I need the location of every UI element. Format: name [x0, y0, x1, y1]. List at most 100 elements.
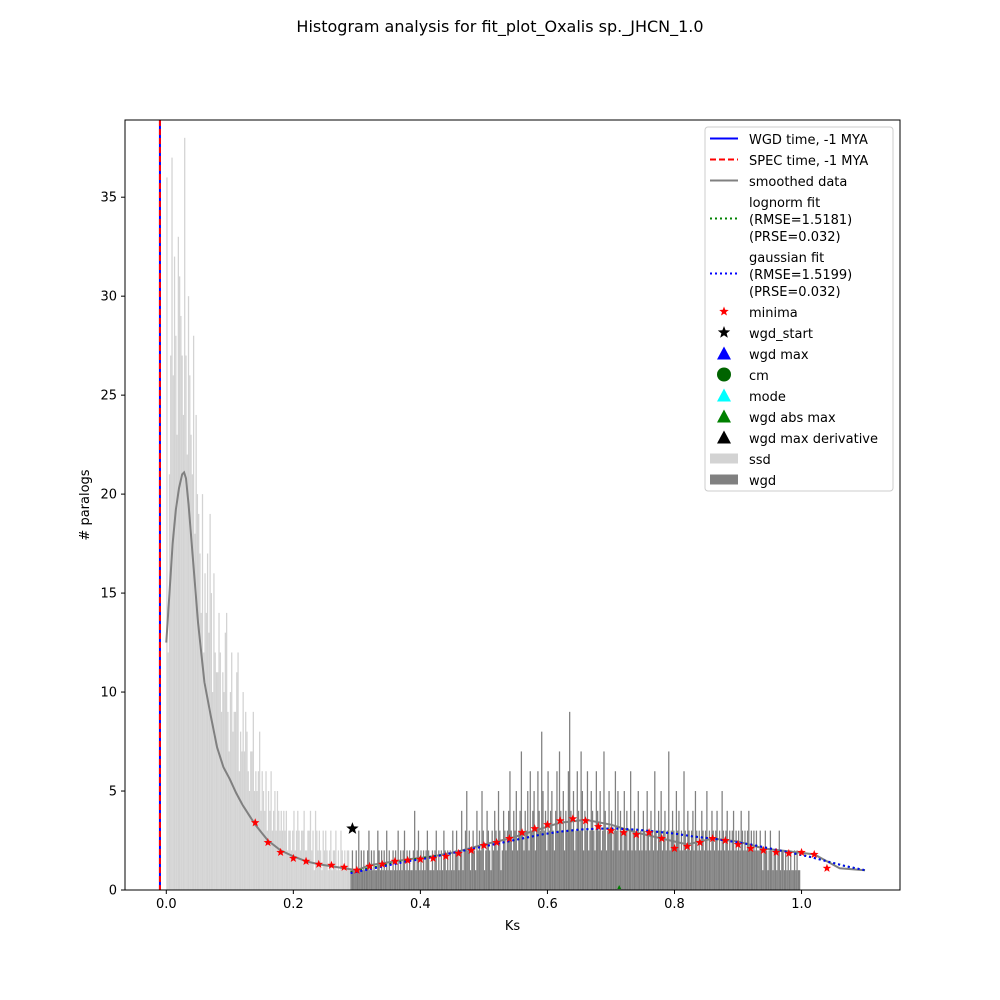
wgd-bar	[527, 791, 529, 890]
wgd-bar	[796, 850, 798, 890]
ssd-bar	[241, 751, 243, 890]
ssd-bar	[331, 870, 333, 890]
wgd-bar	[726, 810, 728, 890]
wgd-bar	[473, 850, 476, 890]
wgd-bar	[636, 830, 638, 890]
wgd-bar	[511, 850, 514, 890]
ssd-bar	[346, 850, 348, 890]
wgd-bar	[566, 830, 568, 890]
ssd-bar	[347, 850, 350, 890]
x-axis-label: Ks	[505, 919, 521, 934]
wgd-bar	[684, 830, 686, 890]
wgd-bar	[724, 850, 726, 890]
wgd-bar	[406, 850, 408, 890]
ssd-bar	[250, 751, 252, 890]
wgd-bar	[659, 830, 661, 890]
wgd-bar	[788, 870, 791, 890]
minima-marker	[809, 849, 819, 859]
ssd-bar	[299, 850, 301, 890]
wgd-bar	[553, 850, 556, 890]
wgd-bar	[707, 850, 709, 890]
minima-marker	[454, 848, 463, 858]
ssd-bar	[326, 850, 328, 890]
minima-marker	[746, 843, 755, 853]
ssd-bar	[333, 850, 336, 890]
ssd-bar	[234, 711, 237, 890]
ssd-bar	[328, 850, 331, 890]
wgd-bar	[651, 830, 653, 890]
wgd-bar	[429, 870, 431, 890]
wgd-bar	[678, 810, 680, 890]
wgd-bar	[743, 850, 745, 890]
ssd-bar	[339, 870, 341, 890]
ssd-bar	[290, 850, 293, 890]
minima-marker	[568, 814, 578, 823]
wgd-bar	[405, 870, 407, 890]
ssd-bar	[273, 810, 275, 890]
wgd-bar	[416, 850, 418, 890]
ssd-bar	[199, 553, 201, 890]
wgd-bar	[561, 830, 563, 890]
ssd-bar	[229, 692, 232, 890]
legend-label: (RMSE=1.5181)	[749, 213, 852, 228]
wgd-bar	[590, 791, 592, 890]
wgd-bar	[797, 870, 799, 890]
wgd-bar	[642, 810, 644, 890]
wgd-bar	[701, 810, 703, 890]
wgd-bar	[768, 850, 770, 890]
ssd-bar	[191, 474, 193, 890]
minima-marker	[606, 826, 616, 835]
legend-item: wgd max derivative	[717, 430, 878, 447]
wgd-bar	[732, 810, 735, 890]
wgd-bar	[528, 850, 530, 890]
wgd-bar	[462, 870, 464, 890]
wgd-bar	[398, 870, 401, 890]
legend-item: wgd max	[717, 346, 809, 363]
wgd-bar	[441, 870, 444, 890]
ssd-bar	[314, 810, 317, 890]
wgd-bar	[749, 850, 751, 890]
wgd-bar	[782, 850, 784, 890]
ssd-bar	[278, 810, 280, 890]
wgd-bar	[699, 850, 702, 890]
wgd-bar	[645, 850, 647, 890]
wgd-bar	[722, 830, 725, 890]
wgd-bar	[633, 810, 636, 890]
ssd-bar	[284, 830, 286, 890]
wgd-bar	[675, 791, 678, 890]
ssd-bar	[257, 771, 260, 890]
legend-item: wgd	[710, 474, 776, 489]
wgd-bar	[354, 870, 356, 890]
legend-label: wgd abs max	[749, 411, 836, 426]
wgd-bar	[490, 870, 492, 890]
legend-label: (RMSE=1.5199)	[749, 268, 852, 283]
ssd-bar	[243, 751, 246, 890]
ssd-bar	[224, 632, 227, 890]
wgd-bar	[532, 810, 534, 890]
wgd-bar	[372, 870, 374, 890]
ssd-bar	[317, 850, 319, 890]
wgd-bar	[741, 830, 744, 890]
wgd-bar	[414, 810, 416, 890]
wgd-bar	[579, 830, 581, 890]
wgd-bar	[600, 850, 603, 890]
wgd-bar	[436, 870, 439, 890]
wgd-bar	[619, 810, 622, 890]
wgd-bar	[581, 791, 584, 890]
wgd-bar	[652, 850, 655, 890]
minima-markers	[250, 814, 832, 874]
ssd-bar	[337, 850, 340, 890]
minima-marker	[390, 856, 400, 865]
wgd-bar	[384, 870, 387, 890]
wgd-bar	[475, 870, 477, 890]
ssd-bar	[204, 573, 206, 890]
ssd-bar	[192, 335, 195, 890]
wgd-bar	[445, 870, 448, 890]
wgd-bar	[549, 810, 552, 890]
minima-marker	[682, 841, 692, 851]
ssd-bar	[309, 810, 312, 890]
legend-item: wgd abs max	[717, 409, 836, 426]
wgd-bar	[616, 830, 618, 890]
wgd-bar	[420, 850, 422, 890]
wgd-bar	[539, 830, 542, 890]
